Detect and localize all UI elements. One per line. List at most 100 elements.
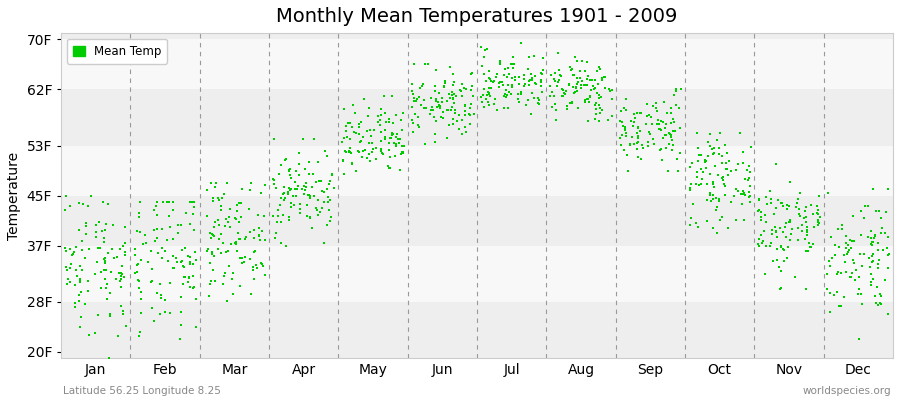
Point	[788, 204, 803, 210]
Point	[271, 212, 285, 219]
Point	[117, 274, 131, 280]
Point	[292, 161, 306, 168]
Point	[163, 224, 177, 230]
Point	[791, 195, 806, 202]
Point	[282, 216, 296, 223]
Point	[442, 90, 456, 97]
Point	[188, 296, 202, 302]
Point	[813, 214, 827, 220]
Point	[432, 102, 446, 108]
Point	[446, 95, 461, 101]
Point	[254, 260, 268, 266]
Point	[229, 239, 243, 246]
Point	[719, 166, 733, 173]
Point	[76, 267, 90, 273]
Point	[567, 90, 581, 96]
Point	[868, 232, 882, 238]
Point	[63, 265, 77, 272]
Point	[715, 214, 729, 220]
Point	[487, 101, 501, 108]
Point	[517, 83, 531, 90]
Point	[478, 46, 492, 53]
Point	[97, 266, 112, 273]
Point	[59, 267, 74, 273]
Point	[118, 224, 132, 230]
Point	[492, 58, 507, 64]
Point	[709, 195, 724, 202]
Point	[864, 235, 878, 241]
Point	[731, 188, 745, 194]
Point	[118, 240, 132, 246]
Point	[132, 328, 147, 335]
Point	[518, 81, 532, 87]
Point	[841, 242, 855, 248]
Point	[556, 90, 571, 96]
Point	[230, 230, 245, 236]
Point	[307, 192, 321, 199]
Point	[577, 68, 591, 74]
Point	[652, 121, 666, 128]
Point	[507, 61, 521, 67]
Point	[447, 91, 462, 97]
Point	[150, 226, 165, 232]
Point	[220, 248, 235, 254]
Point	[183, 274, 197, 281]
Point	[283, 172, 297, 179]
Point	[417, 80, 431, 87]
Point	[219, 249, 233, 256]
Point	[722, 158, 736, 164]
Point	[563, 67, 578, 74]
Point	[706, 192, 720, 198]
Point	[474, 44, 489, 50]
Point	[543, 93, 557, 100]
Point	[310, 197, 325, 204]
Point	[292, 172, 306, 178]
Point	[217, 273, 231, 280]
Point	[798, 208, 813, 214]
Point	[174, 222, 188, 228]
Point	[305, 184, 320, 190]
Point	[668, 128, 682, 135]
Point	[591, 117, 606, 124]
Point	[107, 254, 122, 261]
Point	[446, 92, 460, 98]
Point	[589, 100, 603, 106]
Point	[521, 97, 535, 103]
Point	[106, 222, 121, 228]
Point	[382, 147, 396, 154]
Point	[216, 281, 230, 287]
Point	[167, 265, 182, 272]
Point	[206, 232, 220, 238]
Point	[575, 78, 590, 85]
Point	[670, 156, 684, 162]
Point	[854, 291, 868, 297]
Point	[733, 130, 747, 136]
Point	[536, 71, 550, 78]
Point	[662, 141, 677, 147]
Point	[222, 206, 237, 212]
Point	[74, 314, 88, 320]
Point	[873, 290, 887, 297]
Point	[528, 81, 543, 87]
Point	[544, 104, 559, 110]
Point	[821, 190, 835, 196]
Point	[759, 243, 773, 249]
Point	[525, 75, 539, 81]
Point	[374, 150, 389, 156]
Point	[375, 151, 390, 157]
Point	[754, 214, 769, 220]
Point	[703, 143, 717, 150]
Point	[288, 178, 302, 185]
Point	[839, 232, 853, 239]
Point	[152, 280, 166, 287]
Point	[812, 220, 826, 226]
Point	[301, 192, 315, 198]
Point	[691, 182, 706, 188]
Point	[235, 186, 249, 192]
Point	[363, 158, 377, 164]
Point	[780, 202, 795, 208]
Point	[742, 163, 756, 169]
Point	[615, 132, 629, 138]
Point	[181, 279, 195, 285]
Point	[706, 181, 720, 188]
